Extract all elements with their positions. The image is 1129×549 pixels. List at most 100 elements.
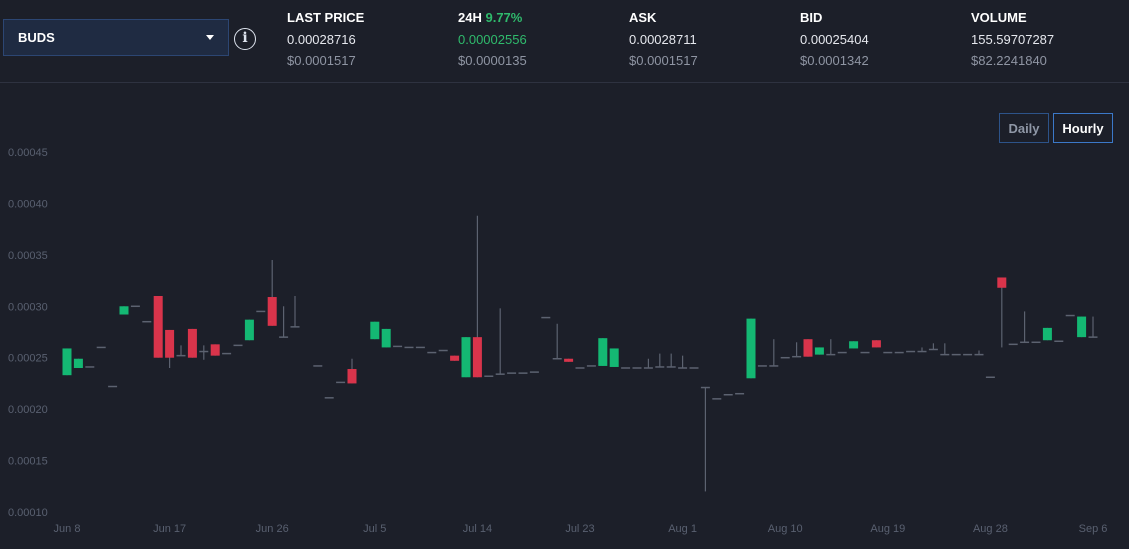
candle	[666, 353, 676, 368]
stat-value: 0.00028716	[287, 32, 356, 47]
candle	[746, 318, 756, 379]
candle-body	[165, 329, 175, 358]
stat-label: VOLUME	[971, 10, 1027, 25]
candle	[199, 345, 209, 360]
stat-label: ASK	[629, 10, 657, 25]
candle	[472, 215, 482, 378]
candle-body	[598, 338, 608, 366]
candle-body	[153, 295, 163, 358]
y-tick-label: 0.00015	[8, 456, 48, 468]
candle	[643, 358, 653, 369]
candle	[73, 358, 83, 368]
stat-value: 0.00028711	[629, 32, 697, 47]
candle-body	[1077, 316, 1087, 338]
candle-body	[187, 328, 197, 358]
candle	[928, 343, 938, 351]
candle	[826, 339, 836, 356]
candle	[450, 355, 460, 361]
y-tick-label: 0.00025	[8, 353, 48, 365]
stat-usd-value: $0.0001342	[800, 53, 869, 68]
pair-selector[interactable]: BUDS	[3, 19, 229, 56]
stat-label: LAST PRICE	[287, 10, 365, 25]
stat-volume: VOLUME 155.59707287 $82.2241840	[971, 10, 1054, 68]
candle	[997, 277, 1007, 348]
candle	[1020, 311, 1030, 344]
candle	[700, 386, 710, 492]
candle	[210, 344, 220, 356]
stat-bid: BID 0.00025404 $0.0001342	[800, 10, 869, 68]
candle-body	[244, 319, 254, 341]
candle-body	[210, 344, 220, 356]
candle-body	[472, 337, 482, 378]
candle-body	[803, 339, 813, 357]
candle-body	[1042, 327, 1052, 341]
candle-body	[871, 340, 881, 348]
candle-body	[370, 321, 380, 340]
candle	[803, 339, 813, 357]
candle-body	[609, 348, 619, 367]
candle	[495, 308, 505, 375]
candle	[267, 259, 277, 326]
stat-last-price: LAST PRICE 0.00028716 $0.0001517	[287, 10, 364, 68]
candle	[279, 306, 289, 338]
stat-value: 0.00002556	[458, 32, 527, 47]
candle	[792, 342, 802, 358]
candle	[1077, 316, 1087, 338]
stat-label: BID	[800, 10, 823, 25]
stat-ask: ASK 0.00028711 $0.0001517	[629, 10, 698, 68]
x-tick-label: Jul 5	[363, 523, 386, 535]
stat-value: 0.00025404	[800, 32, 869, 47]
caret-down-icon	[206, 35, 214, 40]
market-header: BUDS i LAST PRICE 0.00028716 $0.0001517 …	[0, 0, 1129, 83]
candle	[370, 321, 380, 340]
stat-label: 24H 9.77%	[458, 10, 523, 25]
stat-usd-value: $0.0001517	[287, 53, 356, 68]
x-tick-label: Aug 28	[973, 523, 1008, 535]
candle	[62, 348, 72, 376]
candle-body	[849, 341, 859, 349]
candle-body	[461, 337, 471, 378]
pair-symbol: BUDS	[18, 30, 55, 45]
candle-body	[347, 369, 357, 384]
candle	[974, 350, 984, 356]
candle	[347, 358, 357, 384]
x-tick-label: Aug 1	[668, 523, 697, 535]
candle	[153, 295, 163, 358]
candle	[119, 306, 129, 315]
candle	[381, 328, 391, 348]
y-tick-label: 0.00045	[8, 147, 48, 159]
candle-body	[564, 358, 574, 362]
candle	[176, 345, 186, 357]
candle-body	[62, 348, 72, 376]
candle	[609, 348, 619, 367]
candle-body	[814, 347, 824, 355]
candle	[290, 295, 300, 328]
candle-body	[267, 297, 277, 326]
y-tick-label: 0.00030	[8, 301, 48, 313]
x-tick-label: Jun 26	[256, 523, 289, 535]
info-icon[interactable]: i	[234, 28, 256, 50]
stat-usd-value: $82.2241840	[971, 53, 1047, 68]
candle	[769, 339, 779, 367]
candle	[1088, 316, 1098, 338]
change-percent: 9.77%	[485, 10, 523, 25]
candle	[814, 347, 824, 355]
candle	[552, 323, 562, 360]
candle	[849, 341, 859, 349]
daily-button[interactable]: Daily	[999, 113, 1049, 143]
y-tick-label: 0.00010	[8, 507, 48, 519]
x-axis: Jun 8 Jun 17 Jun 26 Jul 5 Jul 14 Jul 23 Aug 1 A…	[54, 523, 1108, 535]
hourly-button[interactable]: Hourly	[1053, 113, 1113, 143]
candle-body	[381, 328, 391, 348]
candle-body	[450, 355, 460, 361]
candle-body	[997, 277, 1007, 288]
candle	[564, 358, 574, 362]
candle-body	[73, 358, 83, 368]
candle	[165, 329, 175, 368]
candle-body	[119, 306, 129, 315]
x-tick-label: Aug 10	[768, 523, 803, 535]
stat-24h-change: 24H 9.77% 0.00002556 $0.0000135	[458, 10, 527, 68]
x-tick-label: Jul 14	[463, 523, 492, 535]
candle	[917, 347, 927, 353]
candle	[678, 355, 688, 369]
